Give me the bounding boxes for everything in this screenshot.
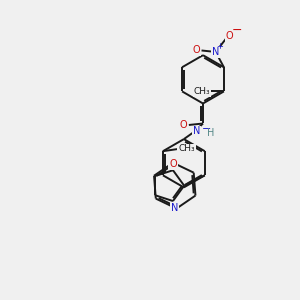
Text: −: −	[232, 24, 242, 37]
Text: −: −	[201, 124, 211, 134]
Text: O: O	[226, 31, 233, 41]
Text: +: +	[216, 42, 223, 51]
Text: O: O	[192, 46, 200, 56]
Text: CH₃: CH₃	[178, 144, 195, 153]
Text: CH₃: CH₃	[194, 87, 210, 96]
Text: N: N	[193, 126, 200, 136]
Text: H: H	[207, 128, 214, 138]
Text: O: O	[169, 159, 177, 169]
Text: N: N	[171, 202, 178, 212]
Text: N: N	[212, 47, 219, 57]
Text: O: O	[180, 120, 188, 130]
